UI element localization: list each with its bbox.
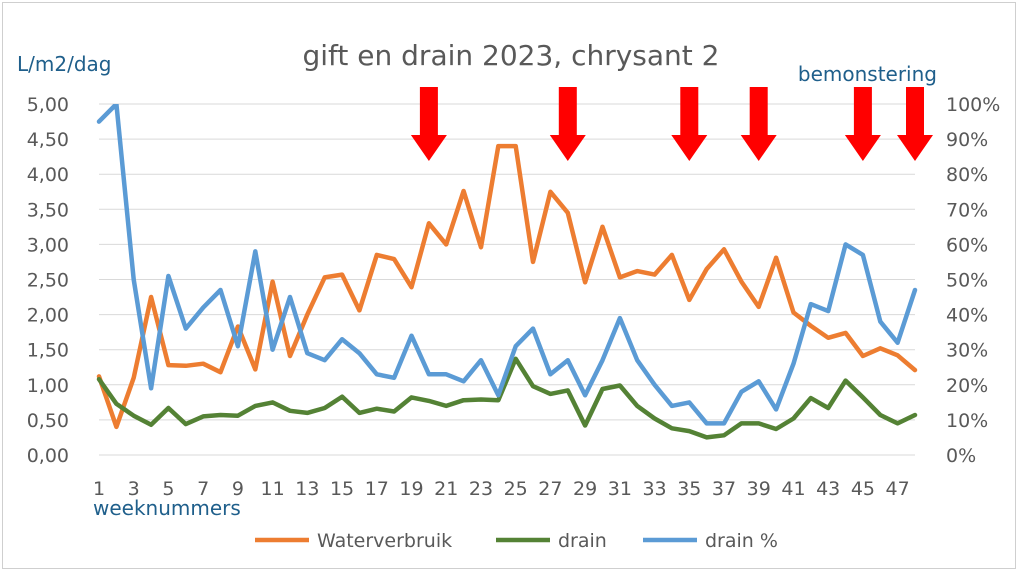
y-tick-label: 2,00	[27, 305, 69, 327]
sampling-arrow	[844, 87, 881, 161]
y2-tick-label: 50%	[946, 270, 988, 292]
x-tick-label: 11	[261, 478, 285, 500]
sampling-arrow	[897, 87, 933, 161]
y2-tick-label: 40%	[946, 305, 988, 327]
x-tick-label: 35	[677, 478, 701, 500]
y-tick-label: 3,00	[27, 234, 69, 256]
x-tick-label: 5	[162, 478, 174, 500]
chart-title: gift en drain 2023, chrysant 2	[302, 39, 719, 72]
x-tick-label: 45	[851, 478, 875, 500]
y-axis-label: L/m2/dag	[17, 52, 111, 76]
x-tick-label: 21	[434, 478, 458, 500]
y2-tick-label: 90%	[946, 129, 988, 151]
y2-tick-label: 20%	[946, 375, 988, 397]
y-tick-label: 2,50	[27, 270, 69, 292]
x-tick-label: 37	[712, 478, 736, 500]
x-tick-label: 29	[573, 478, 597, 500]
x-tick-label: 33	[642, 478, 666, 500]
y-tick-label: 0,50	[27, 410, 69, 432]
y2-tick-label: 10%	[946, 410, 988, 432]
legend: Waterverbruik drain drain %	[255, 530, 778, 552]
sampling-arrow	[740, 87, 777, 161]
y-tick-label: 3,50	[27, 199, 69, 221]
x-tick-label: 39	[747, 478, 771, 500]
chart: 0,00 0,50 1,00 1,50 2,00 2,50 3,00 3,50 4,00 4,50…	[17, 39, 1000, 552]
x-tick-label: 47	[886, 478, 910, 500]
y2-axis-label: bemonstering	[798, 62, 937, 86]
x-tick-label: 41	[781, 478, 805, 500]
y2-tick-label: 0%	[946, 445, 976, 467]
x-tick-label: 15	[330, 478, 354, 500]
y2-tick-label: 30%	[946, 340, 988, 362]
x-axis-label: weeknummers	[93, 496, 241, 520]
sampling-arrow	[671, 87, 708, 161]
x-axis-ticks: 1 3 5 7 9 11 13 15 17 19 21 23 25 27 29 31 33 35 37 39 41 43 4…	[93, 478, 910, 500]
x-tick-label: 19	[399, 478, 423, 500]
y-tick-label: 1,50	[27, 340, 69, 362]
x-tick-label: 17	[365, 478, 389, 500]
series-lines	[96, 104, 918, 440]
y2-tick-label: 70%	[946, 199, 988, 221]
x-tick-label: 9	[232, 478, 244, 500]
y-tick-label: 5,00	[27, 94, 69, 116]
x-tick-label: 3	[128, 478, 140, 500]
x-tick-label: 27	[538, 478, 562, 500]
y-tick-label: 1,00	[27, 375, 69, 397]
y2-tick-label: 60%	[946, 234, 988, 256]
legend-label: drain	[558, 530, 607, 552]
x-tick-label: 31	[608, 478, 632, 500]
x-tick-label: 25	[504, 478, 528, 500]
x-tick-label: 23	[469, 478, 493, 500]
sampling-arrow	[549, 87, 586, 161]
gridlines	[99, 103, 915, 456]
legend-label: Waterverbruik	[317, 530, 452, 552]
x-tick-label: 7	[197, 478, 209, 500]
legend-label: drain %	[705, 530, 778, 552]
y-tick-label: 0,00	[27, 445, 69, 467]
x-tick-label: 43	[816, 478, 840, 500]
y2-axis-ticks: 0% 10% 20% 30% 40% 50% 60% 70% 80% 90% 100%	[946, 94, 1000, 467]
y2-tick-label: 100%	[946, 94, 1000, 116]
x-tick-label: 1	[93, 478, 105, 500]
sampling-arrow	[410, 87, 447, 161]
sampling-arrows	[410, 87, 933, 161]
series-line-drain	[96, 356, 918, 440]
y-tick-label: 4,50	[27, 129, 69, 151]
x-tick-label: 13	[295, 478, 319, 500]
y2-tick-label: 80%	[946, 164, 988, 186]
y-tick-label: 4,00	[27, 164, 69, 186]
series-line-drain	[96, 104, 918, 426]
y-axis-ticks: 0,00 0,50 1,00 1,50 2,00 2,50 3,00 3,50 4,00 4,50…	[27, 94, 69, 467]
